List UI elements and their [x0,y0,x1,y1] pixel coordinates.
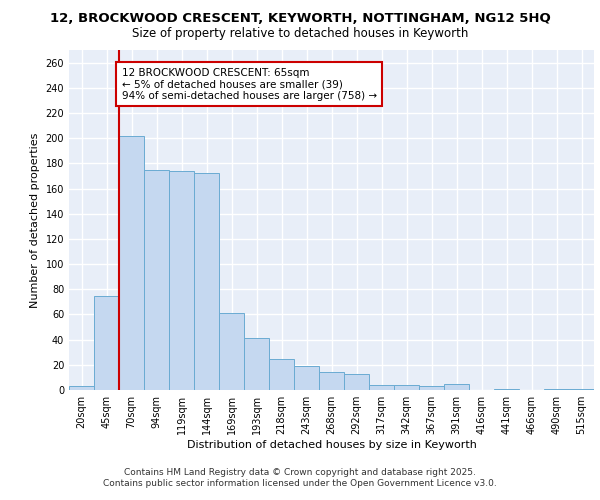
Text: 12, BROCKWOOD CRESCENT, KEYWORTH, NOTTINGHAM, NG12 5HQ: 12, BROCKWOOD CRESCENT, KEYWORTH, NOTTIN… [50,12,550,26]
Bar [194,174,219,390]
Bar [319,372,344,390]
Bar [244,338,269,390]
Bar [544,388,569,390]
Y-axis label: Number of detached properties: Number of detached properties [30,132,40,308]
Bar [569,388,594,390]
Bar [344,374,369,390]
Bar [119,136,144,390]
Bar [219,313,244,390]
Text: Contains HM Land Registry data © Crown copyright and database right 2025.
Contai: Contains HM Land Registry data © Crown c… [103,468,497,487]
Text: 12 BROCKWOOD CRESCENT: 65sqm
← 5% of detached houses are smaller (39)
94% of sem: 12 BROCKWOOD CRESCENT: 65sqm ← 5% of det… [121,68,377,101]
Bar [494,388,519,390]
X-axis label: Distribution of detached houses by size in Keyworth: Distribution of detached houses by size … [187,440,476,450]
Bar [369,385,394,390]
Bar [444,384,469,390]
Bar [69,386,94,390]
Bar [269,358,294,390]
Bar [144,170,169,390]
Text: Size of property relative to detached houses in Keyworth: Size of property relative to detached ho… [132,28,468,40]
Bar [294,366,319,390]
Bar [419,386,444,390]
Bar [94,296,119,390]
Bar [169,171,194,390]
Bar [394,385,419,390]
